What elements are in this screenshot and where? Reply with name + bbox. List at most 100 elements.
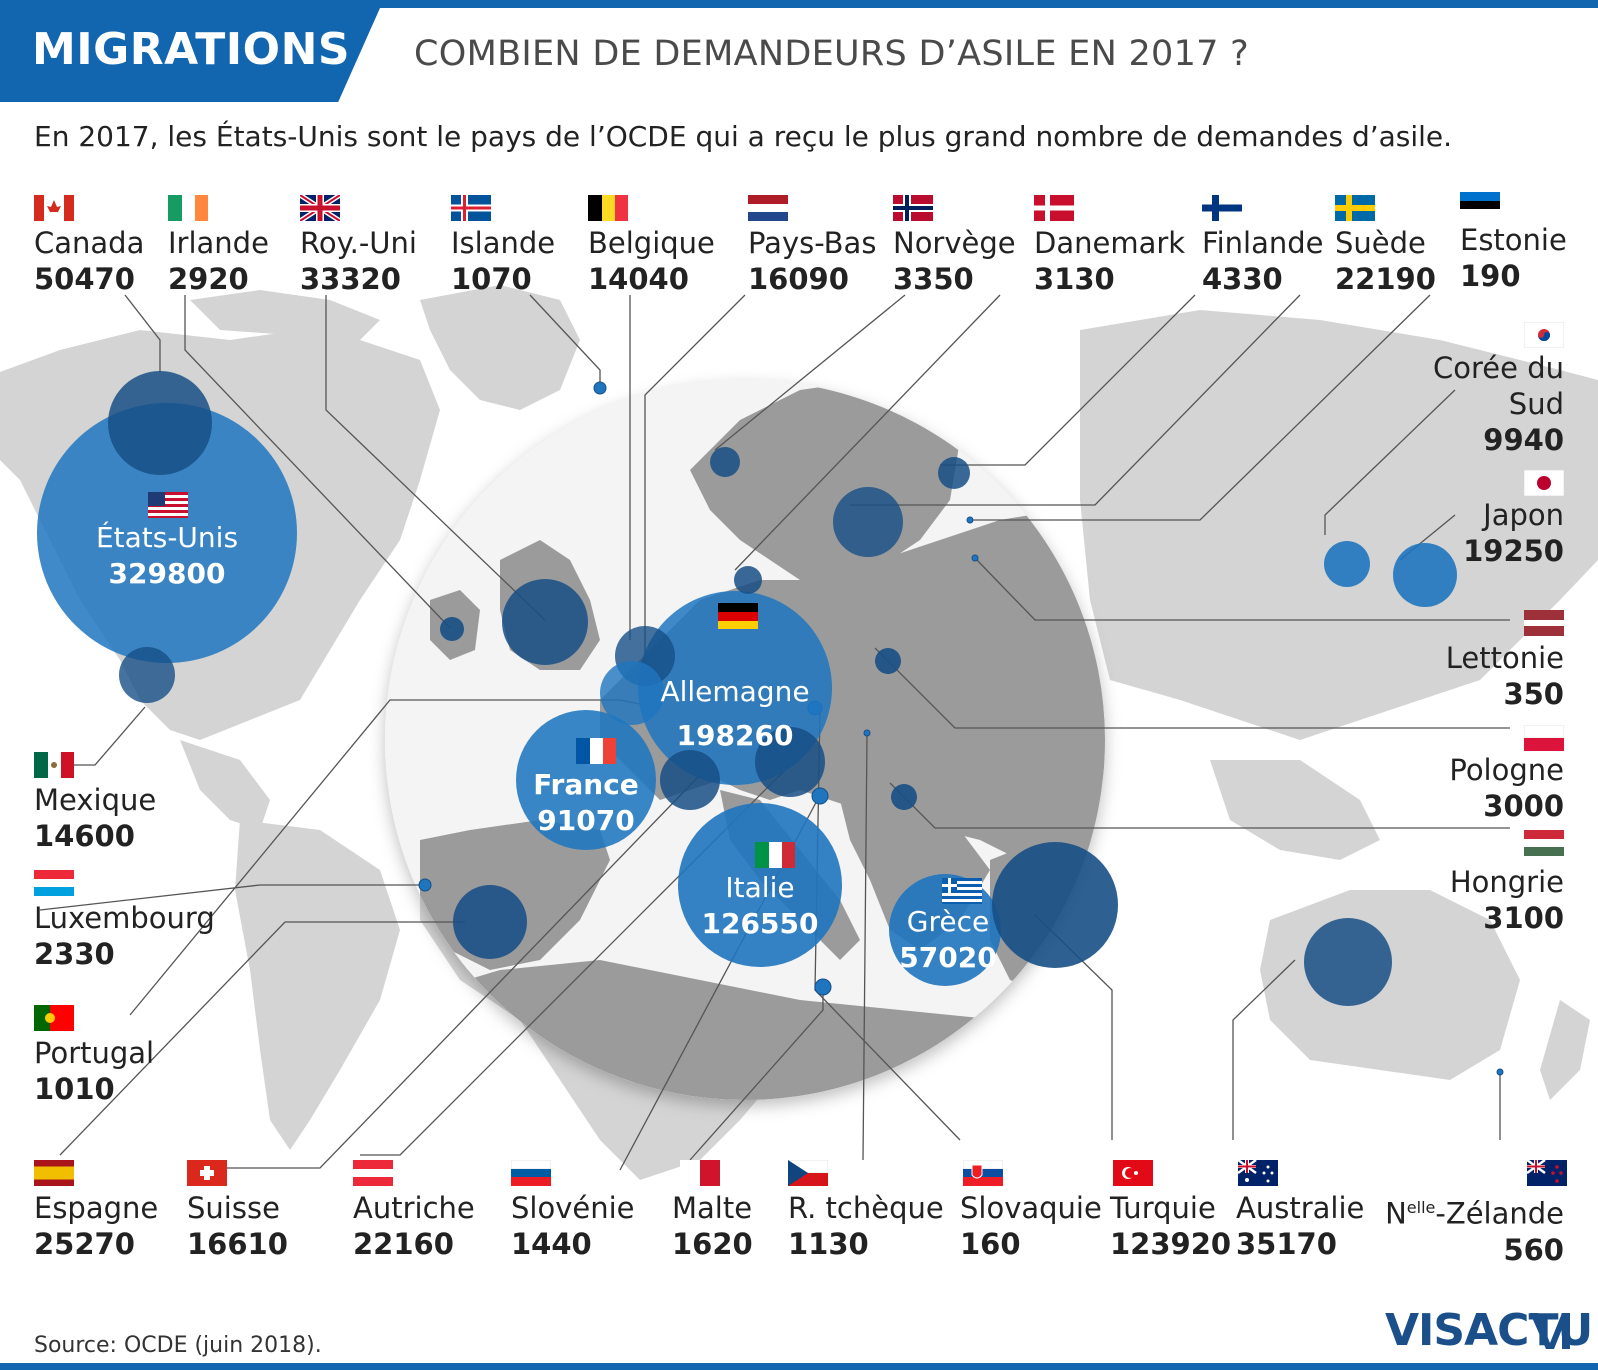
flag-grece xyxy=(942,878,982,904)
bubble-irlande xyxy=(440,617,464,641)
dot-nz xyxy=(1496,1068,1504,1076)
flag-hongrie xyxy=(1524,830,1564,856)
label-belgique: Belgique 14040 xyxy=(588,226,715,296)
label-pologne: Pologne 3000 xyxy=(1449,753,1564,823)
flag-mexique xyxy=(34,752,74,778)
label-turquie: Turquie 123920 xyxy=(1110,1191,1232,1261)
label-japon: Japon 19250 xyxy=(1463,498,1564,568)
label-suede: Suède 22190 xyxy=(1335,226,1436,296)
dot-slovaquie xyxy=(863,729,871,737)
dot-malte xyxy=(814,978,832,996)
flag-france xyxy=(576,738,616,764)
label-canada: Canada 50470 xyxy=(34,226,145,296)
bottom-accent-bar xyxy=(0,1363,1598,1370)
label-norvege: Norvège 3350 xyxy=(893,226,1016,296)
bubble-canada xyxy=(108,371,212,475)
bubble-turquie xyxy=(992,842,1118,968)
bubble-pologne xyxy=(875,648,901,674)
label-espagne: Espagne 25270 xyxy=(34,1191,159,1261)
label-autriche: Autriche 22160 xyxy=(353,1191,475,1261)
bubble-norvege xyxy=(710,447,740,477)
dot-slovenie xyxy=(811,787,829,805)
label-estonie: Estonie 190 xyxy=(1460,223,1567,293)
label-australie: Australie 35170 xyxy=(1236,1191,1365,1261)
label-royuni: Roy.-Uni 33320 xyxy=(300,226,417,296)
top-accent-bar xyxy=(0,0,1598,8)
label-allemagne: Allemagne 198260 xyxy=(660,675,810,752)
flag-danemark xyxy=(1034,195,1074,221)
flag-belgique xyxy=(588,195,628,221)
flag-japon xyxy=(1524,470,1564,496)
bubble-japon xyxy=(1393,543,1457,607)
flag-pologne xyxy=(1524,725,1564,751)
bubble-hongrie xyxy=(891,784,917,810)
flag-finlande xyxy=(1202,195,1242,221)
flag-paysbas xyxy=(748,195,788,221)
flag-canada xyxy=(34,195,74,221)
label-mexique: Mexique 14600 xyxy=(34,783,157,853)
bubble-autriche xyxy=(755,727,825,797)
label-paysbas: Pays-Bas 16090 xyxy=(748,226,877,296)
label-slovaquie: Slovaquie 160 xyxy=(960,1191,1102,1261)
flag-autriche xyxy=(353,1160,393,1186)
bubble-france xyxy=(516,710,656,850)
dot-islande xyxy=(593,381,607,395)
label-italie: Italie 126550 xyxy=(701,871,819,940)
flag-malte xyxy=(680,1160,720,1186)
flag-norvege xyxy=(893,195,933,221)
flag-estonie xyxy=(1460,192,1500,218)
flag-coree xyxy=(1524,322,1564,348)
bubble-paysbas xyxy=(600,661,664,725)
bubble-suede xyxy=(833,487,903,557)
label-irlande: Irlande 2920 xyxy=(168,226,269,296)
bubble-mexique xyxy=(119,647,175,703)
label-coree: Corée du Sud 9940 xyxy=(1433,351,1564,457)
flag-allemagne xyxy=(718,603,758,629)
flag-australie xyxy=(1238,1160,1278,1186)
bubbles xyxy=(37,371,1457,1006)
label-finlande: Finlande 4330 xyxy=(1202,226,1324,296)
flag-suede xyxy=(1335,195,1375,221)
label-lettonie: Lettonie 350 xyxy=(1445,641,1564,711)
bubble-suisse xyxy=(660,750,720,810)
flag-espagne xyxy=(34,1160,74,1186)
flag-portugal xyxy=(34,1005,74,1031)
flag-irlande xyxy=(168,195,208,221)
label-danemark: Danemark 3130 xyxy=(1034,226,1186,296)
bubble-usa xyxy=(37,403,297,663)
label-hongrie: Hongrie 3100 xyxy=(1449,865,1564,935)
flag-suisse xyxy=(187,1160,227,1186)
label-islande: Islande 1070 xyxy=(451,226,556,296)
source-note: Source: OCDE (juin 2018). xyxy=(34,1333,322,1358)
flag-islande xyxy=(451,195,491,221)
label-luxembourg: Luxembourg 2330 xyxy=(34,901,215,971)
label-suisse: Suisse 16610 xyxy=(187,1191,288,1261)
bubble-finlande xyxy=(938,457,970,489)
brand-mark-icon xyxy=(1530,1313,1570,1349)
flag-turquie xyxy=(1113,1160,1153,1186)
bubble-coree xyxy=(1324,541,1370,587)
bubble-royuni xyxy=(502,579,588,665)
label-slovenie: Slovénie 1440 xyxy=(511,1191,635,1261)
page-title: COMBIEN DE DEMANDEURS D’ASILE EN 2017 ? xyxy=(414,34,1250,74)
flag-usa xyxy=(148,492,188,518)
label-grece: Grèce 57020 xyxy=(899,905,997,974)
flag-royuni xyxy=(300,195,340,221)
flag-slovenie xyxy=(511,1160,551,1186)
page-subtitle: En 2017, les États-Unis sont le pays de … xyxy=(34,120,1453,153)
bubble-espagne xyxy=(453,885,527,959)
flag-slovaquie xyxy=(963,1160,1003,1186)
flag-nz xyxy=(1527,1160,1567,1186)
section-tag: MIGRATIONS xyxy=(32,24,351,75)
flag-rtcheque xyxy=(788,1160,828,1186)
label-usa: États-Unis 329800 xyxy=(95,521,239,590)
dot-estonie xyxy=(966,516,974,524)
bubble-australie xyxy=(1304,918,1392,1006)
flag-lettonie xyxy=(1524,610,1564,636)
label-portugal: Portugal 1010 xyxy=(34,1036,155,1106)
dot-lettonie xyxy=(971,554,979,562)
label-malte: Malte 1620 xyxy=(672,1191,753,1261)
label-france: France 91070 xyxy=(533,768,639,837)
dot-portugal xyxy=(418,878,432,892)
